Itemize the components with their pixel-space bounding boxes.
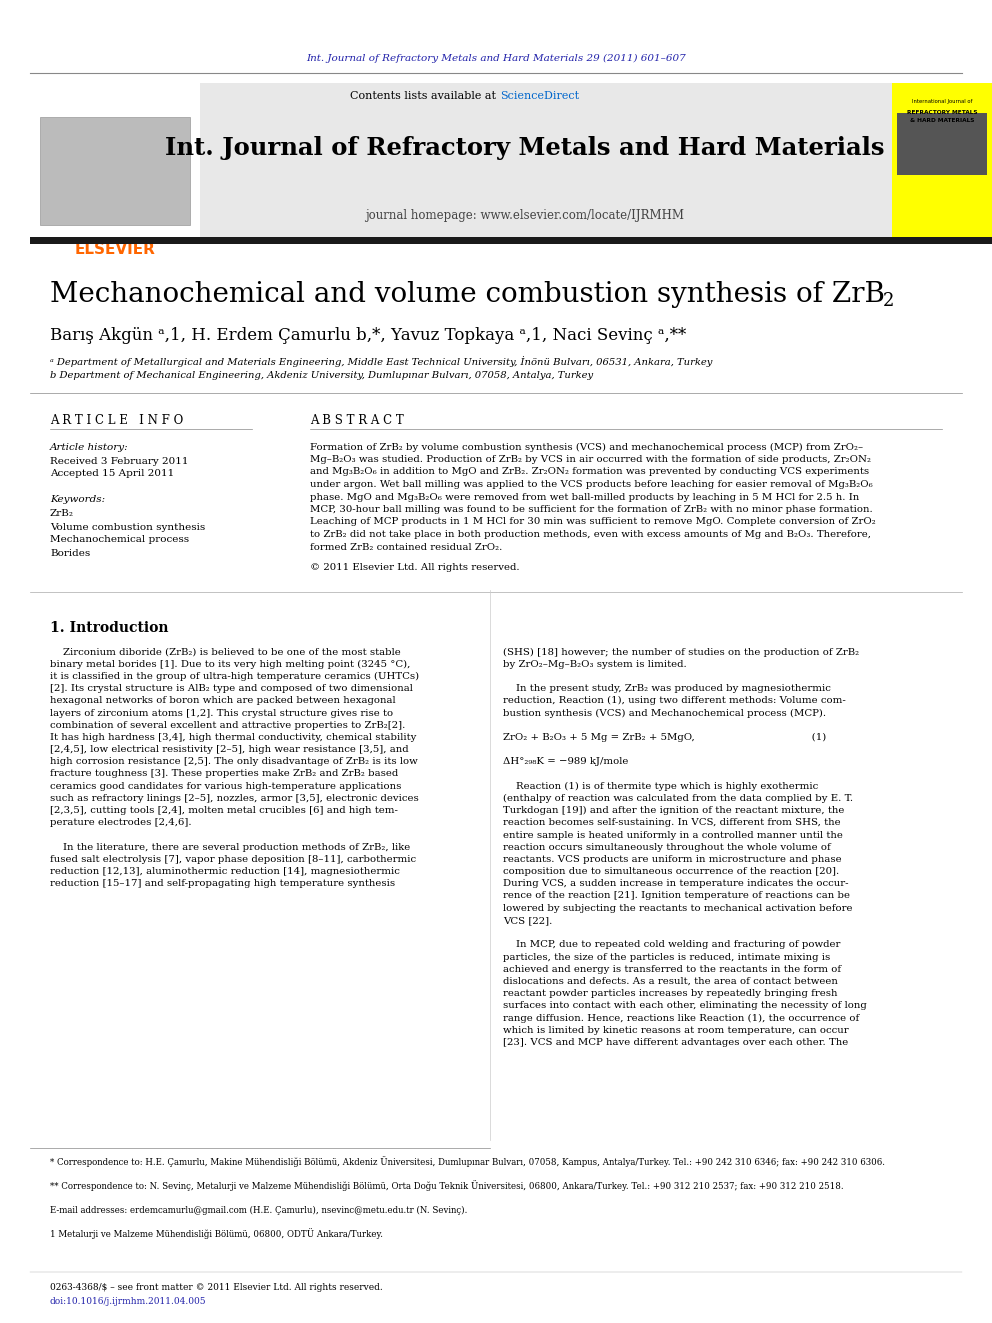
Text: reaction becomes self-sustaining. In VCS, different from SHS, the: reaction becomes self-sustaining. In VCS… — [503, 819, 840, 827]
Text: * Correspondence to: H.E. Çamurlu, Makine Mühendisliği Bölümü, Akdeniz Üniversit: * Correspondence to: H.E. Çamurlu, Makin… — [50, 1156, 885, 1167]
Text: Accepted 15 April 2011: Accepted 15 April 2011 — [50, 470, 175, 479]
Text: (SHS) [18] however; the number of studies on the production of ZrB₂: (SHS) [18] however; the number of studie… — [503, 647, 859, 656]
Text: Barış Akgün ᵃ,1, H. Erdem Çamurlu b,*, Yavuz Topkaya ᵃ,1, Naci Sevinç ᵃ,**: Barış Akgün ᵃ,1, H. Erdem Çamurlu b,*, Y… — [50, 327, 686, 344]
Text: [23]. VCS and MCP have different advantages over each other. The: [23]. VCS and MCP have different advanta… — [503, 1039, 848, 1046]
Text: rence of the reaction [21]. Ignition temperature of reactions can be: rence of the reaction [21]. Ignition tem… — [503, 892, 850, 901]
Text: Leaching of MCP products in 1 M HCl for 30 min was sufficient to remove MgO. Com: Leaching of MCP products in 1 M HCl for … — [310, 517, 876, 527]
Text: ᵃ Department of Metallurgical and Materials Engineering, Middle East Technical U: ᵃ Department of Metallurgical and Materi… — [50, 356, 712, 368]
Bar — [40, 116, 190, 225]
Text: ceramics good candidates for various high-temperature applications: ceramics good candidates for various hig… — [50, 782, 402, 791]
Text: fracture toughness [3]. These properties make ZrB₂ and ZrB₂ based: fracture toughness [3]. These properties… — [50, 770, 398, 778]
Text: Zirconium diboride (ZrB₂) is believed to be one of the most stable: Zirconium diboride (ZrB₂) is believed to… — [50, 647, 401, 656]
Text: It has high hardness [3,4], high thermal conductivity, chemical stability: It has high hardness [3,4], high thermal… — [50, 733, 417, 742]
Text: 1 Metalurji ve Malzeme Mühendisliği Bölümü, 06800, ODTÜ Ankara/Turkey.: 1 Metalurji ve Malzeme Mühendisliği Bölü… — [50, 1229, 383, 1240]
Text: Keywords:: Keywords: — [50, 496, 105, 504]
Bar — [897, 112, 987, 175]
Text: 2: 2 — [883, 292, 895, 310]
Text: © 2011 Elsevier Ltd. All rights reserved.: © 2011 Elsevier Ltd. All rights reserved… — [310, 564, 520, 573]
Text: Contents lists available at: Contents lists available at — [350, 91, 500, 101]
Text: ** Correspondence to: N. Sevinç, Metalurji ve Malzeme Mühendisliği Bölümü, Orta : ** Correspondence to: N. Sevinç, Metalur… — [50, 1180, 843, 1192]
Text: Formation of ZrB₂ by volume combustion synthesis (VCS) and mechanochemical proce: Formation of ZrB₂ by volume combustion s… — [310, 442, 863, 451]
Bar — [30, 237, 992, 243]
Text: & HARD MATERIALS: & HARD MATERIALS — [910, 119, 974, 123]
Text: ΔH°₂₉₈K = −989 kJ/mole: ΔH°₂₉₈K = −989 kJ/mole — [503, 757, 628, 766]
Text: which is limited by kinetic reasons at room temperature, can occur: which is limited by kinetic reasons at r… — [503, 1025, 848, 1035]
Text: REFRACTORY METALS: REFRACTORY METALS — [907, 110, 977, 115]
Text: such as refractory linings [2–5], nozzles, armor [3,5], electronic devices: such as refractory linings [2–5], nozzle… — [50, 794, 419, 803]
Text: ZrB₂: ZrB₂ — [50, 509, 74, 519]
Text: Borides: Borides — [50, 549, 90, 557]
Text: perature electrodes [2,4,6].: perature electrodes [2,4,6]. — [50, 819, 191, 827]
Text: ZrO₂ + B₂O₃ + 5 Mg = ZrB₂ + 5MgO,                                    (1): ZrO₂ + B₂O₃ + 5 Mg = ZrB₂ + 5MgO, (1) — [503, 733, 826, 742]
Text: range diffusion. Hence, reactions like Reaction (1), the occurrence of: range diffusion. Hence, reactions like R… — [503, 1013, 859, 1023]
Text: achieved and energy is transferred to the reactants in the form of: achieved and energy is transferred to th… — [503, 964, 841, 974]
Text: reduction [12,13], aluminothermic reduction [14], magnesiothermic: reduction [12,13], aluminothermic reduct… — [50, 867, 400, 876]
Text: reactant powder particles increases by repeatedly bringing fresh: reactant powder particles increases by r… — [503, 990, 837, 998]
Text: b Department of Mechanical Engineering, Akdeniz University, Dumlupınar Bulvarı, : b Department of Mechanical Engineering, … — [50, 372, 593, 381]
Text: journal homepage: www.elsevier.com/locate/IJRMHM: journal homepage: www.elsevier.com/locat… — [365, 209, 684, 221]
Text: composition due to simultaneous occurrence of the reaction [20].: composition due to simultaneous occurren… — [503, 867, 839, 876]
Bar — [892, 83, 992, 238]
Text: Int. Journal of Refractory Metals and Hard Materials 29 (2011) 601–607: Int. Journal of Refractory Metals and Ha… — [307, 53, 685, 62]
Text: binary metal borides [1]. Due to its very high melting point (3245 °C),: binary metal borides [1]. Due to its ver… — [50, 660, 411, 668]
Text: Received 3 February 2011: Received 3 February 2011 — [50, 456, 188, 466]
Text: [2,4,5], low electrical resistivity [2–5], high wear resistance [3,5], and: [2,4,5], low electrical resistivity [2–5… — [50, 745, 409, 754]
Text: [2,3,5], cutting tools [2,4], molten metal crucibles [6] and high tem-: [2,3,5], cutting tools [2,4], molten met… — [50, 806, 398, 815]
Text: Mechanochemical process: Mechanochemical process — [50, 536, 189, 545]
Text: formed ZrB₂ contained residual ZrO₂.: formed ZrB₂ contained residual ZrO₂. — [310, 542, 502, 552]
Text: (enthalpy of reaction was calculated from the data complied by E. T.: (enthalpy of reaction was calculated fro… — [503, 794, 853, 803]
Text: 1. Introduction: 1. Introduction — [50, 620, 169, 635]
Text: it is classified in the group of ultra-high temperature ceramics (UHTCs): it is classified in the group of ultra-h… — [50, 672, 420, 681]
Text: reduction, Reaction (1), using two different methods: Volume com-: reduction, Reaction (1), using two diffe… — [503, 696, 846, 705]
Text: In the literature, there are several production methods of ZrB₂, like: In the literature, there are several pro… — [50, 843, 411, 852]
Text: fused salt electrolysis [7], vapor phase deposition [8–11], carbothermic: fused salt electrolysis [7], vapor phase… — [50, 855, 416, 864]
Text: under argon. Wet ball milling was applied to the VCS products before leaching fo: under argon. Wet ball milling was applie… — [310, 480, 873, 490]
Text: In MCP, due to repeated cold welding and fracturing of powder: In MCP, due to repeated cold welding and… — [503, 941, 840, 950]
Text: E-mail addresses: erdemcamurlu@gmail.com (H.E. Çamurlu), nsevinc@metu.edu.tr (N.: E-mail addresses: erdemcamurlu@gmail.com… — [50, 1205, 467, 1215]
Text: reactants. VCS products are uniform in microstructure and phase: reactants. VCS products are uniform in m… — [503, 855, 841, 864]
Text: Mg–B₂O₃ was studied. Production of ZrB₂ by VCS in air occurred with the formatio: Mg–B₂O₃ was studied. Production of ZrB₂ … — [310, 455, 871, 464]
Text: Int. Journal of Refractory Metals and Hard Materials: Int. Journal of Refractory Metals and Ha… — [166, 136, 885, 160]
Text: In the present study, ZrB₂ was produced by magnesiothermic: In the present study, ZrB₂ was produced … — [503, 684, 831, 693]
Text: phase. MgO and Mg₃B₂O₆ were removed from wet ball-milled products by leaching in: phase. MgO and Mg₃B₂O₆ were removed from… — [310, 492, 859, 501]
Text: hexagonal networks of boron which are packed between hexagonal: hexagonal networks of boron which are pa… — [50, 696, 396, 705]
Text: [2]. Its crystal structure is AlB₂ type and composed of two dimensional: [2]. Its crystal structure is AlB₂ type … — [50, 684, 413, 693]
Text: and Mg₃B₂O₆ in addition to MgO and ZrB₂. Zr₂ON₂ formation was prevented by condu: and Mg₃B₂O₆ in addition to MgO and ZrB₂.… — [310, 467, 869, 476]
Text: lowered by subjecting the reactants to mechanical activation before: lowered by subjecting the reactants to m… — [503, 904, 852, 913]
Text: A R T I C L E   I N F O: A R T I C L E I N F O — [50, 414, 184, 426]
Text: reaction occurs simultaneously throughout the whole volume of: reaction occurs simultaneously throughou… — [503, 843, 830, 852]
Text: bustion synthesis (VCS) and Mechanochemical process (MCP).: bustion synthesis (VCS) and Mechanochemi… — [503, 708, 826, 717]
Text: 0263-4368/$ – see front matter © 2011 Elsevier Ltd. All rights reserved.: 0263-4368/$ – see front matter © 2011 El… — [50, 1282, 383, 1291]
Text: ELSEVIER: ELSEVIER — [74, 242, 156, 257]
Text: International Journal of: International Journal of — [912, 99, 972, 105]
Text: particles, the size of the particles is reduced, intimate mixing is: particles, the size of the particles is … — [503, 953, 830, 962]
Text: high corrosion resistance [2,5]. The only disadvantage of ZrB₂ is its low: high corrosion resistance [2,5]. The onl… — [50, 757, 418, 766]
Text: A B S T R A C T: A B S T R A C T — [310, 414, 404, 426]
Text: layers of zirconium atoms [1,2]. This crystal structure gives rise to: layers of zirconium atoms [1,2]. This cr… — [50, 709, 393, 717]
Text: ScienceDirect: ScienceDirect — [500, 91, 579, 101]
Text: combination of several excellent and attractive properties to ZrB₂[2].: combination of several excellent and att… — [50, 721, 406, 730]
Text: Article history:: Article history: — [50, 442, 129, 451]
Text: Mechanochemical and volume combustion synthesis of ZrB: Mechanochemical and volume combustion sy… — [50, 282, 885, 308]
Text: to ZrB₂ did not take place in both production methods, even with excess amounts : to ZrB₂ did not take place in both produ… — [310, 531, 871, 538]
Text: Reaction (1) is of thermite type which is highly exothermic: Reaction (1) is of thermite type which i… — [503, 782, 818, 791]
Text: doi:10.1016/j.ijrmhm.2011.04.005: doi:10.1016/j.ijrmhm.2011.04.005 — [50, 1297, 206, 1306]
Text: by ZrO₂–Mg–B₂O₃ system is limited.: by ZrO₂–Mg–B₂O₃ system is limited. — [503, 660, 686, 668]
Text: reduction [15–17] and self-propagating high temperature synthesis: reduction [15–17] and self-propagating h… — [50, 880, 395, 888]
Text: During VCS, a sudden increase in temperature indicates the occur-: During VCS, a sudden increase in tempera… — [503, 880, 848, 888]
Bar — [30, 83, 892, 238]
Text: dislocations and defects. As a result, the area of contact between: dislocations and defects. As a result, t… — [503, 976, 838, 986]
Text: Turkdogan [19]) and after the ignition of the reactant mixture, the: Turkdogan [19]) and after the ignition o… — [503, 806, 844, 815]
Bar — [30, 83, 200, 238]
Text: VCS [22].: VCS [22]. — [503, 916, 553, 925]
Text: entire sample is heated uniformly in a controlled manner until the: entire sample is heated uniformly in a c… — [503, 831, 843, 840]
Text: MCP, 30-hour ball milling was found to be sufficient for the formation of ZrB₂ w: MCP, 30-hour ball milling was found to b… — [310, 505, 873, 515]
Text: surfaces into contact with each other, eliminating the necessity of long: surfaces into contact with each other, e… — [503, 1002, 867, 1011]
Text: Volume combustion synthesis: Volume combustion synthesis — [50, 523, 205, 532]
